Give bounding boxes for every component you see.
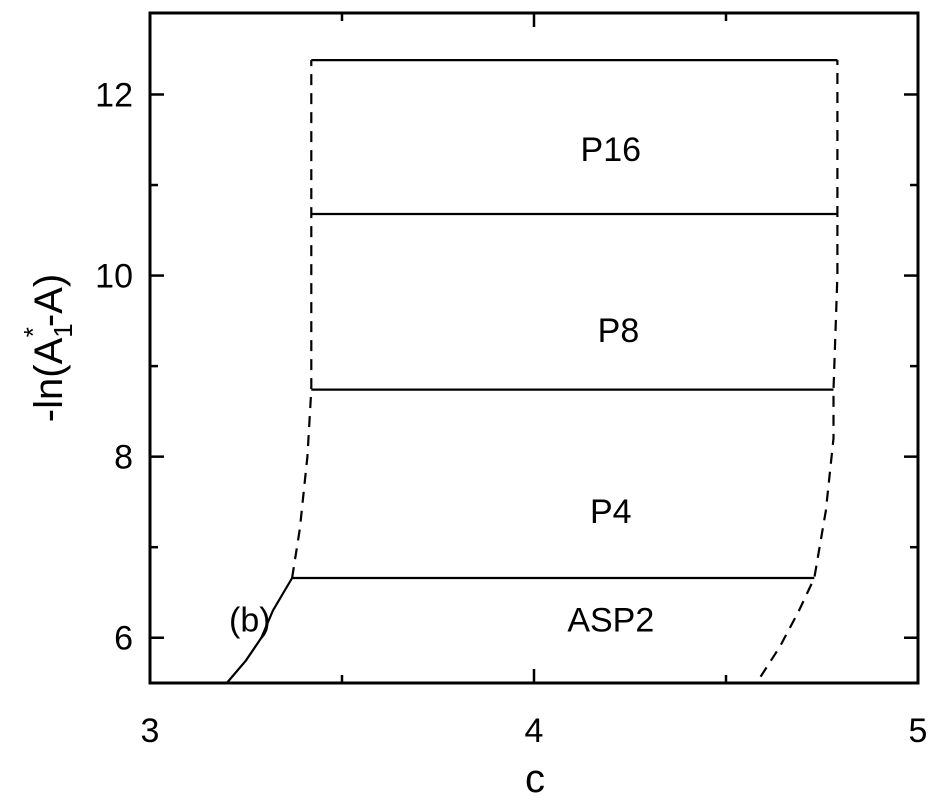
plot-frame: [148, 11, 920, 685]
y-title-subscript: 1: [48, 323, 78, 337]
region-label: ASP2: [567, 602, 654, 640]
x-tick-label: 4: [525, 712, 544, 750]
region-label: P16: [581, 131, 642, 169]
y-tick-label: 6: [114, 620, 133, 658]
x-tick-label: 5: [909, 712, 928, 750]
region-label: P4: [590, 493, 632, 531]
y-tick-label: 8: [114, 439, 133, 477]
chart-marks: [225, 58, 839, 684]
y-tick-label: 10: [95, 258, 133, 296]
x-tick-label: 3: [141, 712, 160, 750]
series-line-5: [291, 60, 313, 579]
series-line-4: [225, 577, 294, 684]
y-title-prefix: -ln(A: [27, 337, 71, 422]
y-axis-title-text: -ln(A1*-A): [18, 274, 78, 422]
panel-label: (b): [229, 602, 271, 640]
y-tick-label: 12: [95, 76, 133, 114]
y-title-superscript: *: [18, 327, 48, 337]
region-label: P8: [598, 312, 640, 350]
x-axis-title: c: [525, 757, 545, 800]
y-axis-title: -ln(A1*-A): [18, 274, 78, 422]
y-title-suffix: -A): [27, 274, 71, 327]
axis-ticks: [148, 13, 920, 683]
axis-labels: 3 4 5 6 8 10 12 c -ln(A1*-A) P16 P8 P4 ASP2 (b): [18, 76, 927, 800]
series-line-6: [759, 60, 839, 678]
